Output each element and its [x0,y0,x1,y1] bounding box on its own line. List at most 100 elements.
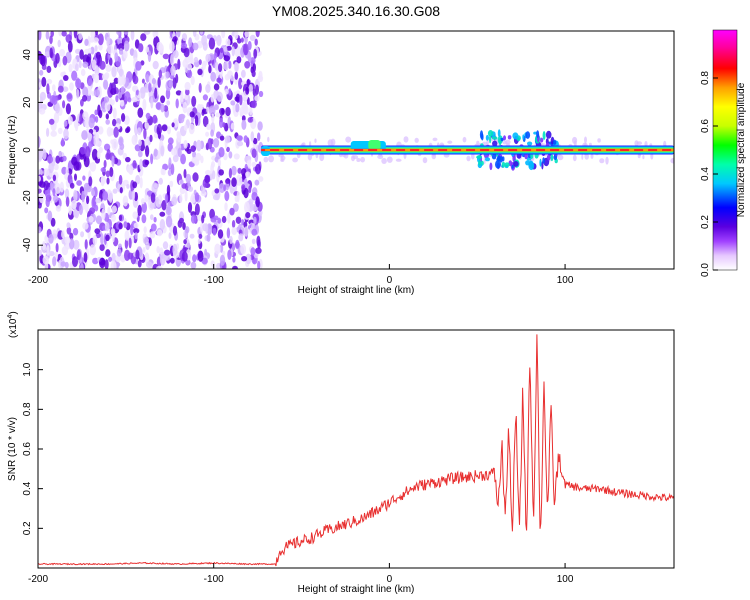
signal-speckle [486,139,489,145]
noise-blob [135,249,140,260]
noise-blob [103,159,107,169]
noise-blob [78,204,83,216]
noise-blob [202,94,208,101]
signal-speckle [386,156,393,163]
noise-blob [175,98,179,109]
noise-blob [141,78,145,84]
noise-blob [69,182,75,189]
noise-blob [135,61,142,71]
turbulence-blob [545,130,552,139]
noise-blob [39,181,46,188]
noise-blob [94,31,98,36]
noise-blob [149,202,155,209]
noise-blob [186,63,192,71]
signal-highlight [615,149,621,151]
noise-blob [243,187,249,199]
noise-blob [38,81,43,89]
noise-blob [79,113,83,125]
noise-blob [92,134,100,146]
noise-blob [135,174,141,185]
noise-blob [94,228,101,235]
noise-blob [66,92,73,102]
noise-blob [228,60,232,69]
spectrogram-noise [38,31,264,269]
noise-blob [59,49,66,57]
colorbar-label: Normalized spectral amplitude [736,82,747,217]
noise-blob [170,257,175,264]
noise-blob [140,33,147,41]
noise-blob [175,90,182,96]
noise-blob [105,249,111,257]
signal-highlight [629,149,635,151]
noise-blob [201,214,205,224]
colorbar-tick-label: 0.6 [700,119,711,133]
noise-blob [167,137,174,145]
noise-blob [219,117,224,128]
signal-highlight [657,149,663,151]
noise-blob [235,103,240,113]
noise-blob [251,228,258,236]
noise-blob [49,181,54,191]
noise-blob [82,222,89,230]
noise-blob [172,243,178,256]
noise-blob [142,98,147,111]
noise-blob [239,94,243,106]
signal-highlight [475,149,481,151]
noise-blob [121,113,126,122]
noise-blob [251,161,257,168]
noise-blob [179,193,183,204]
noise-blob [90,46,95,55]
noise-blob [126,183,130,189]
spectrogram-y-tick-label: -40 [22,238,33,253]
noise-blob [169,180,174,188]
noise-blob [201,34,208,46]
noise-blob [123,221,128,229]
signal-speckle [319,153,325,162]
noise-blob [97,55,101,67]
noise-blob [218,169,224,176]
turbulence-blob [481,133,484,141]
noise-blob [257,121,263,131]
noise-blob [50,217,56,227]
noise-blob [237,167,242,174]
signal-speckle [447,140,453,144]
turbulence-blob [536,130,540,138]
noise-blob [223,61,229,71]
noise-blob [164,249,171,256]
noise-blob [167,201,171,214]
signal-speckle [557,154,564,161]
noise-blob [192,42,199,51]
spectrogram-x-tick-label: 0 [387,275,393,286]
noise-blob [48,162,54,174]
noise-blob [98,43,103,51]
signal-speckle [584,136,587,144]
noise-blob [137,259,142,268]
turbulence-blob [487,130,494,137]
noise-blob [66,222,71,229]
noise-blob [57,85,64,93]
noise-blob [187,202,193,213]
noise-blob [167,126,171,135]
noise-blob [82,175,86,181]
noise-blob [171,196,178,206]
noise-blob [113,126,119,138]
noise-blob [213,52,218,59]
noise-blob [177,147,182,158]
noise-blob [138,43,144,53]
noise-blob [52,256,57,267]
noise-blob [55,52,60,64]
turbulence-blob [491,136,498,140]
noise-blob [69,232,74,241]
svg-text:(x104): (x104) [7,311,19,338]
noise-blob [163,105,169,112]
noise-blob [197,238,201,245]
noise-blob [88,176,93,187]
spectrogram-y-tick-label: -20 [22,190,33,205]
noise-blob [95,215,102,225]
noise-blob [112,188,118,194]
signal-speckle [590,153,594,159]
noise-blob [105,113,110,120]
noise-blob [145,74,150,83]
noise-blob [95,232,101,239]
noise-blob [180,42,188,49]
